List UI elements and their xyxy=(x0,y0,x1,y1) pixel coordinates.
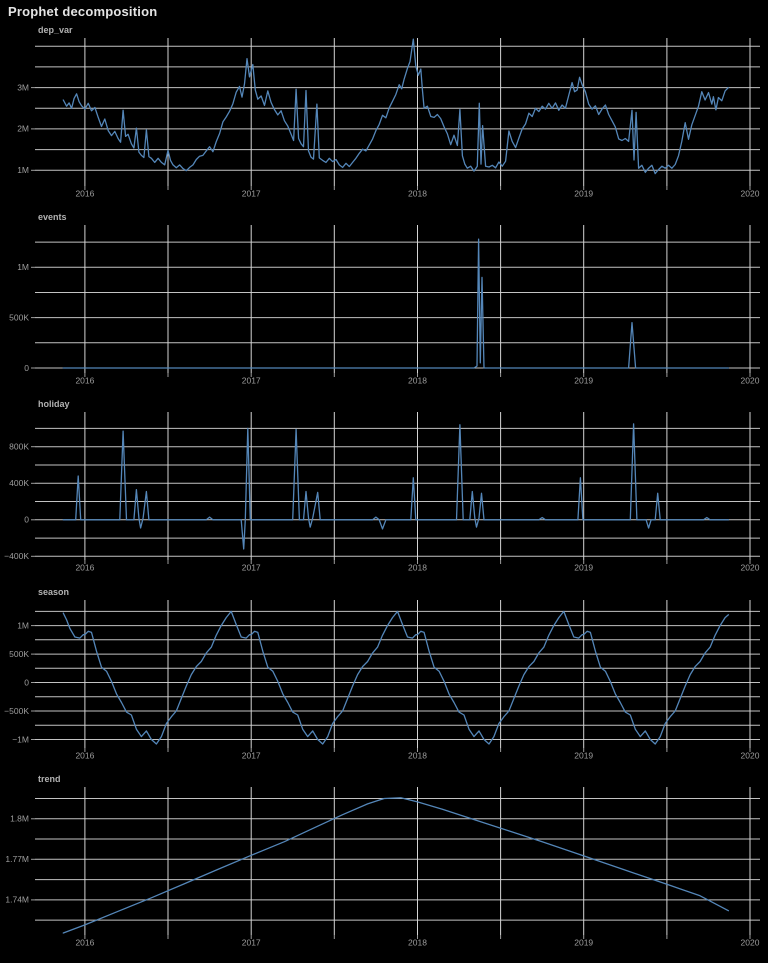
x-tick-label: 2019 xyxy=(574,189,593,199)
y-tick-label: 800K xyxy=(9,442,29,452)
x-tick-label: 2017 xyxy=(242,751,261,761)
chart-canvas-holiday: −400K 0 400K 800K 2016 2017 2018 2019 2020 xyxy=(4,412,760,573)
y-tick-label: 1.74M xyxy=(5,895,29,905)
y-tick-label: 500K xyxy=(9,649,29,659)
series-line-season xyxy=(62,610,730,745)
subplot-season: season −1M −500K 0 500K 1M 2016 2017 2018 2019 20… xyxy=(0,587,768,776)
y-tick-label: 1M xyxy=(17,262,29,272)
x-tick-label: 2020 xyxy=(741,563,760,573)
x-tick-label: 2016 xyxy=(75,376,94,386)
x-tick-label: 2016 xyxy=(75,189,94,199)
x-tick-label: 2019 xyxy=(574,751,593,761)
x-tick-label: 2020 xyxy=(741,751,760,761)
subplot-title-holiday: holiday xyxy=(38,399,70,409)
subplot-title-events: events xyxy=(38,212,67,222)
x-tick-label: 2020 xyxy=(741,376,760,386)
subplot-holiday: holiday −400K 0 400K 800K 2016 2017 2018 2019 20… xyxy=(0,399,768,588)
subplot-trend: trend 1.74M 1.77M 1.8M 2016 2017 2018 2019 2020 xyxy=(0,774,768,963)
chart-canvas-events: 0 500K 1M 2016 2017 2018 2019 2020 xyxy=(9,225,760,386)
x-tick-label: 2017 xyxy=(242,938,261,948)
x-tick-label: 2019 xyxy=(574,938,593,948)
subplot-dep-var: dep_var 1M 2M 3M 2016 2017 2018 2019 2020 xyxy=(0,25,768,214)
x-tick-label: 2016 xyxy=(75,563,94,573)
x-tick-label: 2019 xyxy=(574,563,593,573)
chart-canvas-dep-var: 1M 2M 3M 2016 2017 2018 2019 2020 xyxy=(17,38,760,199)
x-tick-label: 2017 xyxy=(242,189,261,199)
y-tick-label: 1.77M xyxy=(5,854,29,864)
x-tick-label: 2020 xyxy=(741,938,760,948)
y-tick-label: 400K xyxy=(9,478,29,488)
y-tick-label: 2M xyxy=(17,124,29,134)
x-tick-label: 2020 xyxy=(741,189,760,199)
x-tick-label: 2017 xyxy=(242,376,261,386)
subplot-title-season: season xyxy=(38,587,70,597)
y-tick-label: 1M xyxy=(17,165,29,175)
x-tick-label: 2018 xyxy=(408,189,427,199)
x-tick-label: 2016 xyxy=(75,751,94,761)
figure-title: Prophet decomposition xyxy=(8,4,158,19)
y-tick-label: 3M xyxy=(17,82,29,92)
series-line-holiday xyxy=(62,423,730,550)
series-line-events xyxy=(62,238,730,369)
x-tick-label: 2018 xyxy=(408,938,427,948)
y-tick-label: 0 xyxy=(24,677,29,687)
y-tick-label: 0 xyxy=(24,363,29,373)
y-tick-label: 1M xyxy=(17,620,29,630)
y-tick-label: 500K xyxy=(9,312,29,322)
series-line-dep_var xyxy=(62,38,730,175)
x-tick-label: 2018 xyxy=(408,376,427,386)
y-tick-label: −400K xyxy=(4,551,29,561)
y-tick-label: −1M xyxy=(12,734,29,744)
chart-canvas-trend: 1.74M 1.77M 1.8M 2016 2017 2018 2019 2020 xyxy=(5,787,760,948)
subplot-title-dep-var: dep_var xyxy=(38,25,73,35)
x-tick-label: 2019 xyxy=(574,376,593,386)
subplot-events: events 0 500K 1M 2016 2017 2018 2019 2020 xyxy=(0,212,768,401)
x-tick-label: 2017 xyxy=(242,563,261,573)
y-tick-label: 0 xyxy=(24,515,29,525)
x-tick-label: 2018 xyxy=(408,751,427,761)
x-tick-label: 2018 xyxy=(408,563,427,573)
subplot-title-trend: trend xyxy=(38,774,61,784)
x-tick-label: 2016 xyxy=(75,938,94,948)
chart-canvas-season: −1M −500K 0 500K 1M 2016 2017 2018 2019 2020 xyxy=(4,600,760,761)
y-tick-label: −500K xyxy=(4,706,29,716)
y-tick-label: 1.8M xyxy=(10,814,29,824)
series-line-trend xyxy=(62,797,730,934)
